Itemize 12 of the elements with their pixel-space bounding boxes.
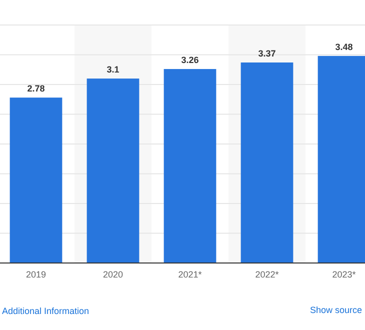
- data-label: 3.48: [335, 42, 353, 52]
- x-tick-label: 2021*: [178, 270, 202, 280]
- x-tick-label: 2022*: [255, 270, 280, 280]
- data-label: 2.78: [27, 84, 45, 94]
- data-label: 3.37: [258, 48, 276, 58]
- text: Additional Information: [2, 306, 90, 316]
- text: Show source: [310, 305, 362, 315]
- x-tick-label: 2020: [102, 270, 124, 280]
- x-tick-label: 2019: [26, 270, 46, 280]
- data-label: 3.26: [181, 55, 199, 66]
- x-tick-label: 2023*: [332, 270, 356, 280]
- data-label: 3.1: [106, 64, 120, 75]
